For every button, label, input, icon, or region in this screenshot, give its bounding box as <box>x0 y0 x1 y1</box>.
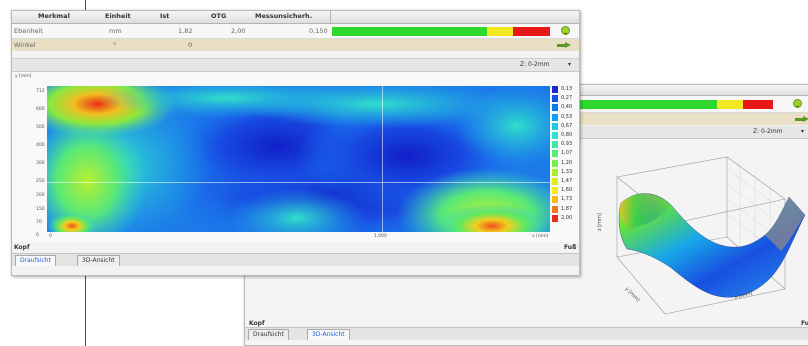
axis-x-label: x [mm] <box>734 290 753 301</box>
arrow-right-icon <box>557 42 571 48</box>
surface-3d-plot: z [mm] y [mm] x [mm] <box>597 156 806 315</box>
view-toolbar: Z: 0-2mm ▾ <box>12 58 579 72</box>
view-tabbar: Draufsicht 3D-Ansicht <box>12 253 579 266</box>
col-messunsicherheit[interactable]: Messunsicherh. <box>255 12 313 20</box>
cell-einheit: ° <box>113 41 117 49</box>
x-tick: 1.000 <box>374 234 387 239</box>
view-tabbar: Draufsicht 3D-Ansicht <box>245 327 808 340</box>
heatmap-plot-area: y [mm] 712 600 500 400 300 250 200 150 7… <box>12 72 579 242</box>
chevron-down-icon[interactable]: ▾ <box>568 61 572 68</box>
crosshair-vertical <box>382 86 383 232</box>
arrow-right-icon <box>795 116 808 122</box>
y-tick: 600 <box>36 107 45 112</box>
y-tick: 0 <box>36 233 39 238</box>
chevron-down-icon[interactable]: ▾ <box>801 128 805 135</box>
surface-edge-right <box>765 197 805 251</box>
x-tick: 0 <box>49 234 52 239</box>
y-tick: 250 <box>36 179 45 184</box>
tab-3d-ansicht[interactable]: 3D-Ansicht <box>77 255 120 266</box>
table-row-ebenheit[interactable]: Ebenheit mm 1,82 2,00 0,150 <box>12 24 579 39</box>
axis-z-label: z [mm] <box>597 213 603 231</box>
y-tick: 300 <box>36 161 45 166</box>
cell-ist: 1,82 <box>178 27 193 35</box>
fuss-label: Fu <box>801 320 808 327</box>
cell-ist: 0 <box>188 41 193 49</box>
y-tick: 70 <box>36 220 42 225</box>
y-axis-label: y [mm] <box>15 74 32 79</box>
tolerance-bar-green <box>332 27 487 36</box>
flatness-heatmap <box>47 86 550 232</box>
y-tick: 150 <box>36 207 45 212</box>
tab-3d-ansicht[interactable]: 3D-Ansicht <box>307 329 350 340</box>
kopf-label: Kopf <box>249 320 265 327</box>
col-merkmal[interactable]: Merkmal <box>38 12 70 20</box>
cell-einheit: mm <box>109 27 122 35</box>
tolerance-bar-yellow <box>487 27 513 36</box>
marker-line-bottom <box>85 274 86 346</box>
window-top-view: Merkmal Einheit Ist OTG Messunsicherh. E… <box>11 10 580 276</box>
surface-mesh <box>618 193 806 298</box>
col-ist[interactable]: Ist <box>160 12 170 20</box>
y-tick: 500 <box>36 125 45 130</box>
tolerance-bar-yellow <box>717 100 743 109</box>
kopf-label: Kopf <box>14 244 30 251</box>
cell-otg: 2,00 <box>231 27 246 35</box>
tolerance-bar-red <box>743 100 773 109</box>
color-legend: 0,13 0,27 0,40 0,53 0,67 0,80 0,93 1,07 … <box>552 86 578 222</box>
cell-merkmal: Winkel <box>14 41 36 49</box>
y-tick: 712 <box>36 89 45 94</box>
axis-y-label: y [mm] <box>624 286 641 303</box>
table-row-winkel[interactable]: Winkel ° 0 <box>12 39 579 51</box>
cell-messunsicherheit: 0,150 <box>309 27 328 35</box>
tolerance-bar <box>332 27 550 36</box>
status-ok-icon <box>793 99 802 108</box>
surface-highlight <box>620 193 671 229</box>
y-tick: 400 <box>36 143 45 148</box>
status-ok-icon <box>561 26 570 35</box>
fuss-label: Fuß <box>564 244 577 251</box>
table-header: Merkmal Einheit Ist OTG Messunsicherh. <box>12 11 579 24</box>
col-otg[interactable]: OTG <box>211 12 227 20</box>
header-divider <box>330 11 331 23</box>
tab-draufsicht[interactable]: Draufsicht <box>248 329 289 340</box>
marker-line-top <box>85 0 86 10</box>
crosshair-horizontal <box>47 182 550 183</box>
cell-merkmal: Ebenheit <box>14 27 43 35</box>
tolerance-bar-red <box>513 27 550 36</box>
x-axis-label: x [mm] <box>532 234 549 239</box>
tab-draufsicht[interactable]: Draufsicht <box>15 255 56 266</box>
z-range-select[interactable]: Z: 0-2mm <box>753 128 783 135</box>
z-range-select[interactable]: Z: 0-2mm <box>520 61 550 68</box>
col-einheit[interactable]: Einheit <box>105 12 131 20</box>
y-tick: 200 <box>36 193 45 198</box>
